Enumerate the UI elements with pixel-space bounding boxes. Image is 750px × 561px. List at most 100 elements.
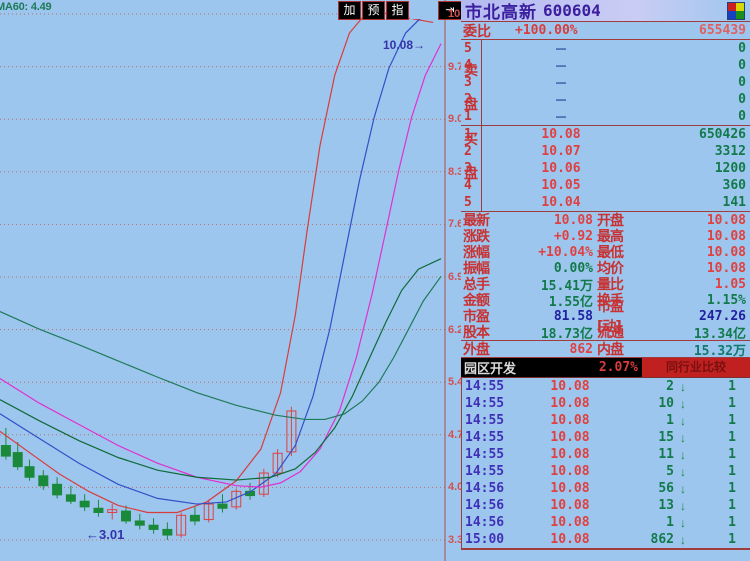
statistics-grid: 最新 10.08 开盘 10.08 涨跌 +0.92 最高 10.08 涨幅 +10.04% 最低 1…: [461, 211, 750, 359]
ticker-row[interactable]: 14:55 10.08 2 ↓ 1: [462, 378, 750, 395]
arrow-right-icon: →: [413, 38, 426, 52]
order-book-price: 10.07: [541, 144, 581, 159]
order-book-price: －: [554, 77, 568, 92]
toolbar-add-button[interactable]: 加: [338, 0, 361, 20]
ticker-time: 14:55: [465, 447, 505, 462]
statistic-value-left: +0.92: [553, 228, 593, 244]
toolbar-index-button[interactable]: 指: [386, 0, 409, 20]
order-book-volume: 1200: [714, 161, 746, 176]
order-book-volume: 650426: [699, 127, 746, 142]
order-book-row[interactable]: 2 10.07 3312: [461, 143, 750, 160]
ticker-row[interactable]: 14:55 10.08 5 ↓ 1: [462, 463, 750, 480]
statistic-value-left: +10.04%: [538, 244, 593, 260]
statistic-label-left: 振幅: [463, 261, 490, 277]
buy-side-label-1: 买: [464, 132, 478, 148]
statistic-value-left: 1.55亿: [548, 294, 593, 310]
statistic-value-right: 1.15%: [706, 292, 746, 308]
stock-title-bar[interactable]: 市北高新 600604: [461, 0, 750, 23]
sector-bar[interactable]: 园区开发 2.07% 同行业比较: [461, 357, 750, 377]
order-ratio-value: +100.00%: [515, 23, 578, 38]
ticker-row[interactable]: 14:55 10.08 11 ↓ 1: [462, 446, 750, 463]
app-logo-icon: [727, 2, 745, 20]
sell-side-label-2: 盘: [464, 97, 478, 113]
ticker-volume: 10: [658, 396, 674, 411]
price-axis-label: 9.05: [448, 113, 461, 126]
ticker-row[interactable]: 14:55 10.08 15 ↓ 1: [462, 429, 750, 446]
statistic-value-right: 10.08: [706, 212, 746, 228]
statistic-label-left: 外盘: [463, 342, 490, 358]
chart-toolbar[interactable]: 加 预 指 ⇥ ▾: [338, 0, 461, 20]
order-book-row[interactable]: 4 10.05 360: [461, 177, 750, 194]
ticker-time: 14:55: [465, 396, 505, 411]
order-book-price: －: [554, 94, 568, 109]
order-book-volume: 0: [738, 109, 746, 124]
statistic-value-left: 0.00%: [553, 260, 593, 276]
statistic-value-left: 18.73亿: [540, 326, 593, 342]
ticker-count: 1: [728, 379, 736, 394]
ticker-count: 1: [728, 413, 736, 428]
order-book-level: 3: [464, 161, 472, 176]
peer-compare-button[interactable]: 同行业比较: [642, 358, 750, 377]
ticker-count: 1: [728, 430, 736, 445]
statistic-value-right: 15.32万: [693, 343, 746, 359]
ticker-volume: 862: [650, 532, 674, 547]
kline-chart-area[interactable]: MA60: 4.49 加 预 指 ⇥ ▾ 10.08→ ←3.01 10.47 9…: [0, 0, 461, 561]
ticker-volume: 2: [666, 379, 674, 394]
ticker-row[interactable]: 14:56 10.08 1 ↓ 1: [462, 514, 750, 531]
ticker-bottom-border: [461, 548, 750, 550]
order-book-row[interactable]: 2 － 0: [461, 91, 750, 109]
ticker-volume: 1: [666, 413, 674, 428]
order-book-level: 4: [464, 58, 472, 73]
ticker-price: 10.08: [550, 379, 590, 394]
ticker-row[interactable]: 14:56 10.08 56 ↓ 1: [462, 480, 750, 497]
sector-change-percent: 2.07%: [598, 360, 638, 375]
arrow-down-icon: ↓: [680, 379, 686, 394]
statistic-value-left: 81.58: [553, 308, 593, 324]
order-book-row[interactable]: 3 10.06 1200: [461, 160, 750, 177]
order-book-row[interactable]: 5 10.04 141: [461, 194, 750, 211]
trade-ticker-list[interactable]: 14:55 10.08 2 ↓ 1 14:55 10.08 10 ↓ 1 14:55 10.08 1 ↓ 1…: [461, 377, 750, 548]
ticker-price: 10.08: [550, 430, 590, 445]
ticker-row[interactable]: 14:56 10.08 13 ↓ 1: [462, 497, 750, 514]
ticker-price: 10.08: [550, 447, 590, 462]
toolbar-alert-button[interactable]: 预: [362, 0, 385, 20]
statistic-label-right: 均价: [597, 261, 624, 277]
order-book-level: 5: [464, 195, 472, 210]
ma-legend-label: MA60: 4.49: [0, 1, 52, 13]
order-book-price: 10.06: [541, 161, 581, 176]
statistic-row: 涨跌 +0.92 最高 10.08: [461, 228, 750, 246]
statistic-value-right: 247.26: [699, 308, 746, 324]
ticker-time: 14:56: [465, 481, 505, 496]
order-book-row[interactable]: 4 － 0: [461, 57, 750, 75]
order-book-row[interactable]: 5 － 0: [461, 40, 750, 58]
ticker-time: 14:55: [465, 413, 505, 428]
statistic-value-right: 10.08: [706, 260, 746, 276]
sell-order-book[interactable]: 卖 盘 5 － 0 4 － 0 3 － 0 2 － 0 1 － 0: [461, 39, 750, 126]
order-ratio-label: 委比: [463, 23, 491, 40]
ticker-volume: 56: [658, 481, 674, 496]
order-book-row[interactable]: 1 － 0: [461, 108, 750, 126]
toolbar-jump-right-icon[interactable]: ⇥: [438, 0, 461, 20]
order-ratio-amount: 655439: [699, 23, 746, 38]
ticker-row[interactable]: 15:00 10.08 862 ↓ 1: [462, 531, 750, 548]
buy-order-book[interactable]: 买 盘 1 10.08 650426 2 10.07 3312 3 10.06 1200 4 10.…: [461, 125, 750, 211]
order-book-row[interactable]: 3 － 0: [461, 74, 750, 92]
order-book-volume: 0: [738, 58, 746, 73]
ticker-count: 1: [728, 447, 736, 462]
statistic-value-left: 862: [569, 341, 593, 357]
statistic-value-left: 15.41万: [540, 278, 593, 294]
statistic-value-left: 10.08: [553, 212, 593, 228]
statistic-label-right: 最低: [597, 245, 624, 261]
buy-side-label-2: 盘: [464, 166, 478, 182]
order-book-volume: 0: [738, 92, 746, 107]
ticker-row[interactable]: 14:55 10.08 10 ↓ 1: [462, 395, 750, 412]
statistic-value-right: 10.08: [706, 228, 746, 244]
order-book-volume: 3312: [714, 144, 746, 159]
period-low-value: 3.01: [99, 527, 125, 542]
ticker-row[interactable]: 14:55 10.08 1 ↓ 1: [462, 412, 750, 429]
ticker-count: 1: [728, 532, 736, 547]
order-book-row[interactable]: 1 10.08 650426: [461, 126, 750, 143]
order-book-price: －: [554, 43, 568, 58]
ticker-volume: 11: [658, 447, 674, 462]
order-book-volume: 0: [738, 75, 746, 90]
